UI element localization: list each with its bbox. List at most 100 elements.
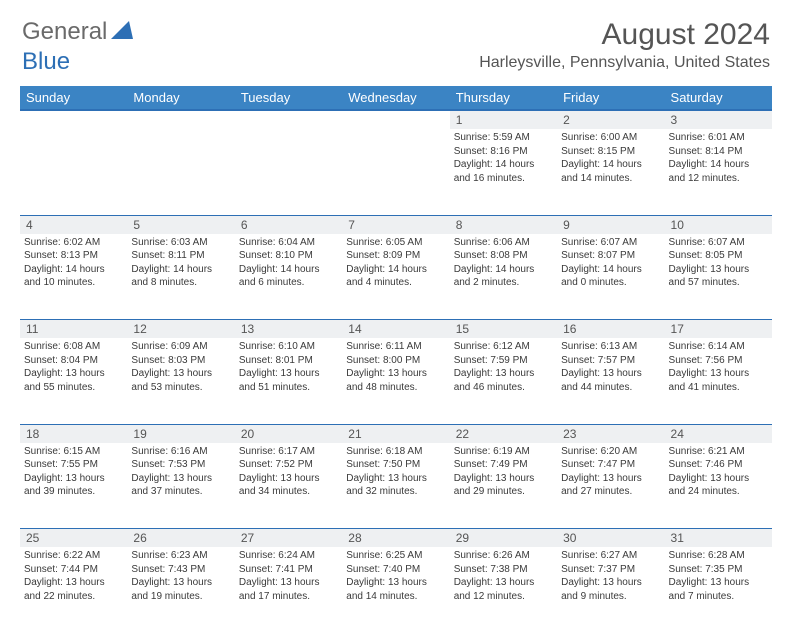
day-content-cell: Sunrise: 6:09 AMSunset: 8:03 PMDaylight:… [127,338,234,424]
daylight-line: Daylight: 13 hours and 39 minutes. [24,472,123,499]
sunrise-line: Sunrise: 6:10 AM [239,340,338,354]
daylight-line: Daylight: 13 hours and 24 minutes. [669,472,768,499]
sunrise-line: Sunrise: 6:22 AM [24,549,123,563]
daylight-line: Daylight: 14 hours and 10 minutes. [24,263,123,290]
sunrise-line: Sunrise: 6:23 AM [131,549,230,563]
day-number-cell: 4 [20,215,127,234]
sunset-line: Sunset: 7:53 PM [131,458,230,472]
daylight-line: Daylight: 13 hours and 41 minutes. [669,367,768,394]
sunrise-line: Sunrise: 6:15 AM [24,445,123,459]
daylight-line: Daylight: 14 hours and 0 minutes. [561,263,660,290]
daylight-line: Daylight: 13 hours and 29 minutes. [454,472,553,499]
sunrise-line: Sunrise: 6:13 AM [561,340,660,354]
sunset-line: Sunset: 8:13 PM [24,249,123,263]
sunset-line: Sunset: 7:49 PM [454,458,553,472]
day-number-row: 18192021222324 [20,424,772,443]
day-content-cell: Sunrise: 6:07 AMSunset: 8:07 PMDaylight:… [557,234,664,320]
sunset-line: Sunset: 7:57 PM [561,354,660,368]
sunrise-line: Sunrise: 6:27 AM [561,549,660,563]
daylight-line: Daylight: 13 hours and 37 minutes. [131,472,230,499]
daylight-line: Daylight: 14 hours and 16 minutes. [454,158,553,185]
day-content-cell [235,129,342,215]
sunset-line: Sunset: 7:55 PM [24,458,123,472]
day-number-cell: 3 [665,110,772,129]
day-content-cell: Sunrise: 6:25 AMSunset: 7:40 PMDaylight:… [342,547,449,633]
daylight-line: Daylight: 13 hours and 17 minutes. [239,576,338,603]
day-content-cell: Sunrise: 6:02 AMSunset: 8:13 PMDaylight:… [20,234,127,320]
daylight-line: Daylight: 13 hours and 19 minutes. [131,576,230,603]
day-number-row: 11121314151617 [20,320,772,339]
day-content-cell: Sunrise: 6:12 AMSunset: 7:59 PMDaylight:… [450,338,557,424]
sunset-line: Sunset: 8:14 PM [669,145,768,159]
day-content-cell: Sunrise: 6:11 AMSunset: 8:00 PMDaylight:… [342,338,449,424]
day-number-cell: 11 [20,320,127,339]
day-content-cell: Sunrise: 6:15 AMSunset: 7:55 PMDaylight:… [20,443,127,529]
sunset-line: Sunset: 7:35 PM [669,563,768,577]
sunset-line: Sunset: 7:50 PM [346,458,445,472]
sunset-line: Sunset: 8:01 PM [239,354,338,368]
day-content-cell: Sunrise: 6:08 AMSunset: 8:04 PMDaylight:… [20,338,127,424]
daylight-line: Daylight: 13 hours and 51 minutes. [239,367,338,394]
sunrise-line: Sunrise: 6:08 AM [24,340,123,354]
day-content-cell: Sunrise: 6:20 AMSunset: 7:47 PMDaylight:… [557,443,664,529]
day-number-cell: 1 [450,110,557,129]
title-block: August 2024 Harleysville, Pennsylvania, … [479,18,770,72]
day-content-row: Sunrise: 5:59 AMSunset: 8:16 PMDaylight:… [20,129,772,215]
daylight-line: Daylight: 13 hours and 32 minutes. [346,472,445,499]
daylight-line: Daylight: 13 hours and 53 minutes. [131,367,230,394]
daylight-line: Daylight: 13 hours and 14 minutes. [346,576,445,603]
day-content-cell: Sunrise: 6:07 AMSunset: 8:05 PMDaylight:… [665,234,772,320]
daylight-line: Daylight: 13 hours and 9 minutes. [561,576,660,603]
daylight-line: Daylight: 14 hours and 2 minutes. [454,263,553,290]
day-number-cell: 29 [450,529,557,548]
logo-text-general: General [22,18,107,46]
day-content-cell: Sunrise: 6:01 AMSunset: 8:14 PMDaylight:… [665,129,772,215]
day-content-cell [20,129,127,215]
weekday-header: Thursday [450,86,557,110]
day-number-cell: 13 [235,320,342,339]
sunrise-line: Sunrise: 6:16 AM [131,445,230,459]
day-number-cell: 31 [665,529,772,548]
day-content-cell [342,129,449,215]
daylight-line: Daylight: 13 hours and 12 minutes. [454,576,553,603]
sunset-line: Sunset: 8:15 PM [561,145,660,159]
logo-mark-icon [111,18,133,46]
day-content-cell: Sunrise: 6:24 AMSunset: 7:41 PMDaylight:… [235,547,342,633]
day-content-cell: Sunrise: 6:23 AMSunset: 7:43 PMDaylight:… [127,547,234,633]
sunset-line: Sunset: 8:05 PM [669,249,768,263]
sunset-line: Sunset: 8:07 PM [561,249,660,263]
day-content-cell: Sunrise: 6:26 AMSunset: 7:38 PMDaylight:… [450,547,557,633]
month-title: August 2024 [479,18,770,52]
day-content-cell: Sunrise: 6:16 AMSunset: 7:53 PMDaylight:… [127,443,234,529]
day-number-cell: 30 [557,529,664,548]
day-content-cell: Sunrise: 6:27 AMSunset: 7:37 PMDaylight:… [557,547,664,633]
day-content-cell: Sunrise: 6:17 AMSunset: 7:52 PMDaylight:… [235,443,342,529]
daylight-line: Daylight: 13 hours and 7 minutes. [669,576,768,603]
day-content-cell: Sunrise: 6:22 AMSunset: 7:44 PMDaylight:… [20,547,127,633]
sunset-line: Sunset: 7:38 PM [454,563,553,577]
sunrise-line: Sunrise: 6:24 AM [239,549,338,563]
weekday-header-row: SundayMondayTuesdayWednesdayThursdayFrid… [20,86,772,110]
day-number-cell: 8 [450,215,557,234]
day-content-row: Sunrise: 6:22 AMSunset: 7:44 PMDaylight:… [20,547,772,633]
sunset-line: Sunset: 7:41 PM [239,563,338,577]
day-number-cell: 23 [557,424,664,443]
sunset-line: Sunset: 8:10 PM [239,249,338,263]
day-number-cell: 12 [127,320,234,339]
sunset-line: Sunset: 8:16 PM [454,145,553,159]
daylight-line: Daylight: 14 hours and 14 minutes. [561,158,660,185]
sunrise-line: Sunrise: 5:59 AM [454,131,553,145]
day-number-cell: 27 [235,529,342,548]
weekday-header: Tuesday [235,86,342,110]
daylight-line: Daylight: 13 hours and 34 minutes. [239,472,338,499]
daylight-line: Daylight: 14 hours and 12 minutes. [669,158,768,185]
day-content-cell: Sunrise: 6:03 AMSunset: 8:11 PMDaylight:… [127,234,234,320]
daylight-line: Daylight: 14 hours and 6 minutes. [239,263,338,290]
sunrise-line: Sunrise: 6:02 AM [24,236,123,250]
day-number-cell [235,110,342,129]
day-content-cell: Sunrise: 6:05 AMSunset: 8:09 PMDaylight:… [342,234,449,320]
sunset-line: Sunset: 7:46 PM [669,458,768,472]
sunrise-line: Sunrise: 6:04 AM [239,236,338,250]
weekday-header: Friday [557,86,664,110]
sunset-line: Sunset: 7:43 PM [131,563,230,577]
